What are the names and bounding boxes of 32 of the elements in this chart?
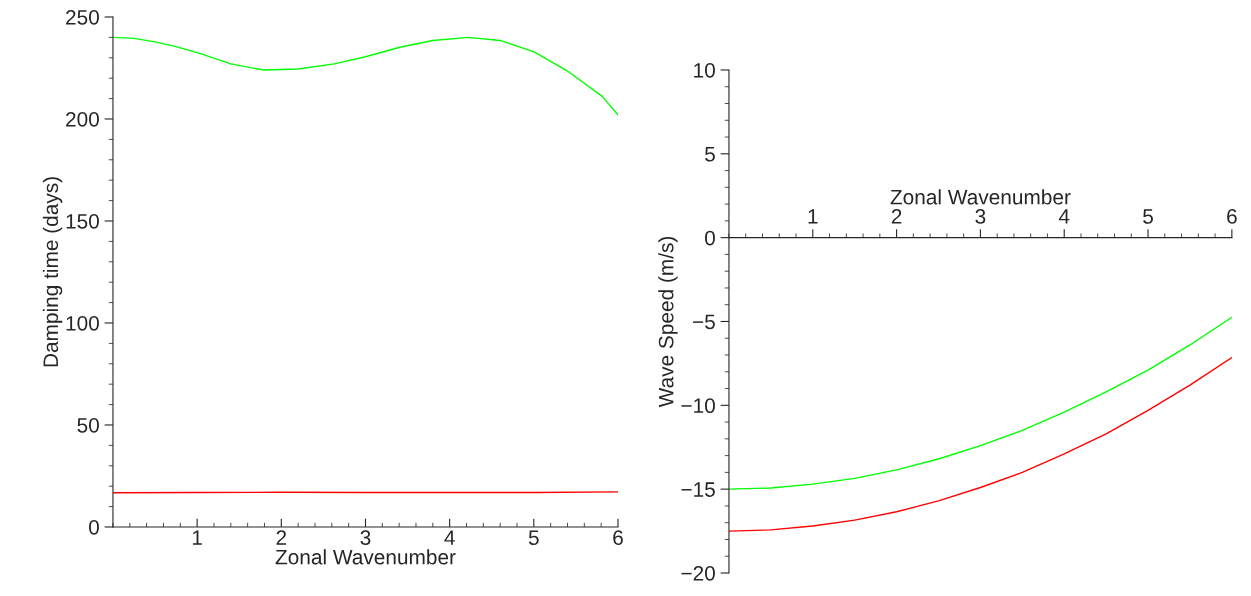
y-axis-title: Damping time (days): [42, 177, 63, 367]
x-tick-label: 1: [192, 530, 202, 545]
y-tick-label: 0: [704, 230, 715, 246]
x-tick-label: 4: [444, 530, 455, 545]
y-tick-label: 50: [77, 417, 99, 433]
x-tick-label: 6: [613, 530, 623, 546]
line-series: [112, 36, 618, 116]
y-tick-label: 200: [66, 111, 99, 127]
y-tick-label: −15: [681, 482, 715, 497]
y-tick-label: −10: [681, 398, 715, 414]
y-tick-label: −20: [681, 566, 715, 581]
y-tick-label: 0: [89, 519, 99, 535]
x-tick-label: 3: [360, 530, 371, 546]
y-tick-label: 100: [66, 315, 99, 331]
x-tick-label: 3: [975, 209, 986, 224]
x-tick-label: 2: [276, 530, 287, 545]
x-tick-label: 6: [1227, 209, 1237, 224]
x-tick-label: 1: [808, 209, 818, 224]
x-axis-title: Zonal Wavenumber: [890, 189, 1071, 205]
x-tick-label: 4: [1058, 209, 1070, 224]
y-tick-label: 150: [66, 213, 99, 229]
x-tick-label: 5: [528, 530, 539, 546]
y-tick-label: 5: [705, 147, 715, 162]
y-tick-label: 250: [66, 9, 99, 25]
y-tick-label: 10: [694, 62, 715, 78]
x-axis-title: Zonal Wavenumber: [275, 549, 456, 565]
y-axis-title: Wave Speed (m/s): [658, 236, 678, 408]
x-tick-label: 5: [1143, 209, 1153, 224]
line-series: [728, 316, 1232, 490]
x-tick-label: 2: [891, 209, 902, 224]
line-series: [728, 356, 1232, 532]
y-tick-label: −5: [693, 314, 715, 330]
